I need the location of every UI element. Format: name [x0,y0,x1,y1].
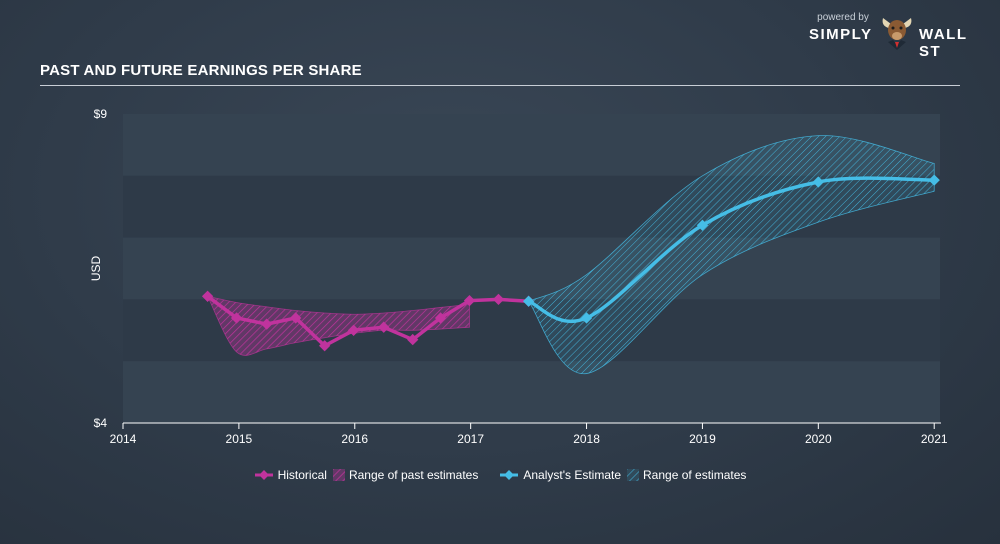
legend-past-range-label: Range of past estimates [348,468,479,482]
historical-point [347,324,360,336]
legend-estimate-swatch [500,470,519,480]
historical-point [201,290,214,302]
estimate-point [522,295,535,307]
x-tick-label: 2020 [805,432,832,446]
legend-past-range[interactable]: Range of past estimates [332,468,479,482]
historical-point [434,312,447,324]
historical-point [407,333,419,346]
x-tick-label: 2021 [921,432,948,446]
x-tick-label: 2019 [689,432,716,446]
estimate-point [696,219,709,231]
y-tick-label: $4 [94,416,108,430]
bull-icon [882,18,912,50]
x-tick-label: 2015 [226,432,253,446]
legend-historical[interactable]: Historical [254,468,327,482]
brand-logo: powered by SIMPLY WALL ST [809,12,984,60]
chart-title: PAST AND FUTURE EARNINGS PER SHARE [40,62,362,79]
x-tick-label: 2016 [341,432,368,446]
past-estimates-range-area [206,295,470,356]
plot-band [123,237,940,300]
legend-future-range[interactable]: Range of estimates [627,468,746,482]
x-tick-label: 2014 [110,432,137,446]
estimate-point [812,176,824,188]
legend-future-range-label: Range of estimates [643,468,747,482]
brand-name-right: WALL ST [919,26,968,60]
y-axis-label: USD [89,256,103,282]
historical-point [492,293,505,306]
powered-by-text: powered by [817,12,869,23]
y-tick-label: $9 [94,107,108,121]
plot-band [123,361,940,423]
historical-point [290,312,302,324]
historical-point [378,321,390,333]
x-tick-label: 2018 [573,432,600,446]
legend-estimate[interactable]: Analyst's Estimate [499,468,621,482]
legend-historical-label: Historical [277,468,327,482]
x-tick-label: 2017 [457,432,484,446]
historical-point [230,312,243,324]
legend-historical-swatch [254,470,273,480]
title-divider [40,85,960,86]
estimate-point [580,312,593,324]
historical-point [318,340,331,352]
chart-legend: Historical Range of past estimates Analy… [0,468,1000,482]
future-estimates-range-area [527,135,935,374]
historical-point [261,318,273,330]
legend-future-range-swatch [627,469,640,481]
brand-name-left: SIMPLY [809,26,873,43]
legend-past-range-swatch [332,469,345,481]
estimate-point [928,174,940,186]
legend-estimate-label: Analyst's Estimate [523,468,622,482]
historical-point [463,294,476,307]
